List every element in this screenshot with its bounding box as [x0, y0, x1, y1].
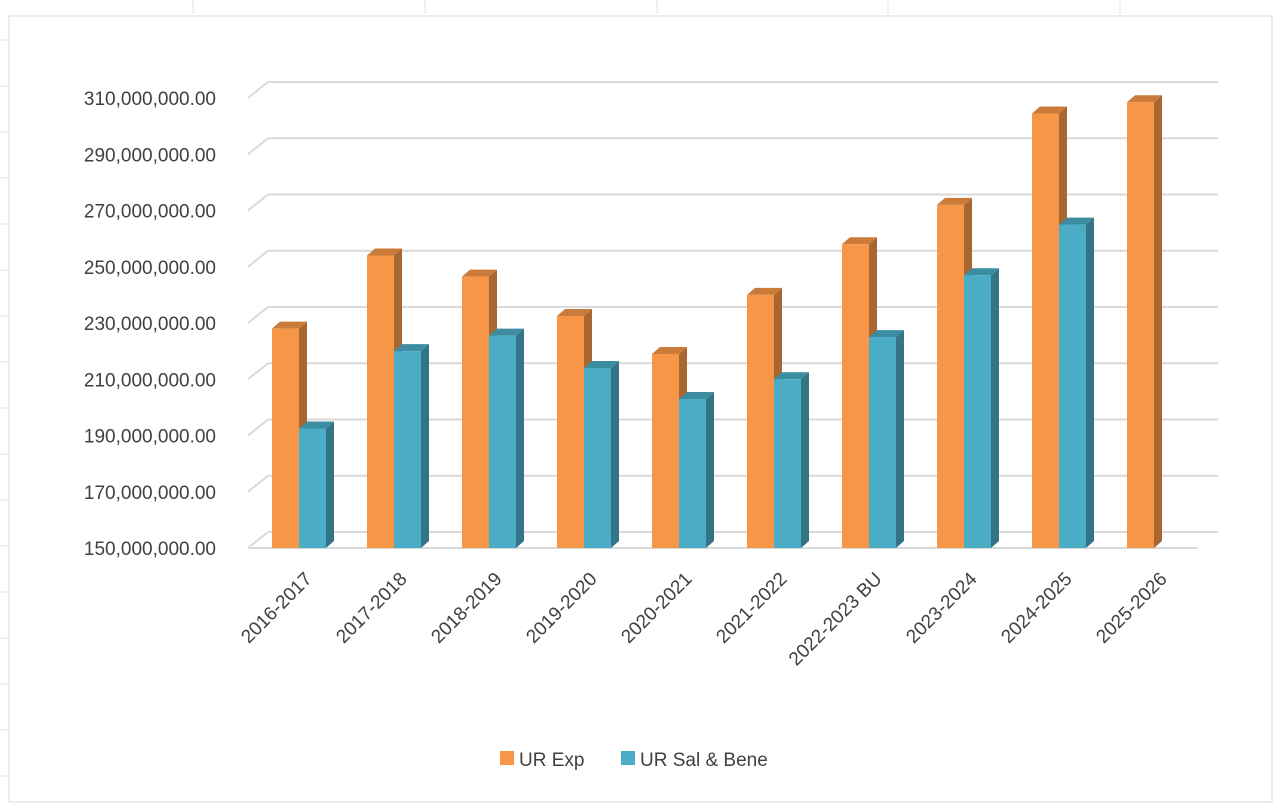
bar-side: [611, 361, 619, 548]
y-tick-label: 190,000,000.00: [84, 427, 216, 448]
legend-swatch: [621, 751, 635, 765]
bar-top: [652, 346, 687, 354]
bar-top: [1032, 106, 1067, 114]
bar-ur-sal-bene: [299, 421, 334, 548]
bar-side: [706, 391, 714, 548]
bar-ur-sal-bene: [394, 344, 429, 548]
bar-top: [1127, 95, 1162, 103]
gridline-depth: [247, 193, 269, 212]
spreadsheet-gridlines: [0, 0, 1121, 777]
bar-side: [991, 268, 999, 548]
bar-ur-sal-bene: [584, 361, 619, 548]
bar-side: [1086, 217, 1094, 548]
bar-front: [937, 204, 964, 548]
bar-top: [842, 237, 877, 245]
gridline-depth: [247, 306, 269, 324]
bar-front: [842, 244, 869, 548]
y-tick-label: 270,000,000.00: [84, 202, 216, 223]
bars: [272, 95, 1162, 548]
bar-ur-exp: [1127, 95, 1162, 548]
bar-ur-sal-bene: [964, 268, 999, 548]
bar-front: [1127, 102, 1154, 548]
gridline-depth: [247, 362, 269, 381]
bar-top: [272, 321, 307, 329]
bar-front: [869, 337, 896, 548]
bar-top: [557, 308, 592, 316]
bar-top: [964, 268, 999, 276]
gridline-depth: [247, 531, 269, 549]
y-tick-label: 250,000,000.00: [84, 258, 216, 279]
bar-side: [516, 328, 524, 548]
bar-top: [869, 330, 904, 338]
y-tick-label: 310,000,000.00: [84, 89, 216, 110]
bar-ur-sal-bene: [1059, 217, 1094, 548]
y-tick-label: 290,000,000.00: [84, 145, 216, 166]
bar-ur-sal-bene: [489, 328, 524, 548]
legend: UR Exp UR Sal & Bene: [500, 750, 768, 771]
legend-label: UR Exp: [519, 750, 584, 771]
bar-top: [489, 328, 524, 336]
bar-ur-sal-bene: [679, 391, 714, 548]
bar-side: [421, 344, 429, 548]
bar-top: [394, 344, 429, 352]
gridline-depth: [247, 249, 269, 268]
bar-front: [774, 379, 801, 548]
legend-label: UR Sal & Bene: [640, 750, 768, 771]
bar-ur-sal-bene: [774, 372, 809, 548]
bar-front: [367, 255, 394, 548]
bar-front: [679, 398, 706, 548]
y-tick-label: 230,000,000.00: [84, 314, 216, 335]
bar-front: [747, 294, 774, 548]
bar-front: [652, 353, 679, 548]
gridline-depth: [247, 474, 269, 493]
chart-border: [8, 15, 1273, 803]
bar-top: [367, 248, 402, 256]
bar-front: [1059, 224, 1086, 548]
gridline-depth: [247, 418, 269, 437]
bar-front: [462, 276, 489, 548]
bar-top: [462, 269, 497, 277]
y-tick-label: 150,000,000.00: [84, 539, 216, 560]
legend-swatch: [500, 751, 514, 765]
bar-side: [326, 421, 334, 548]
bar-top: [937, 197, 972, 205]
bar-top: [774, 372, 809, 380]
bar-front: [489, 335, 516, 548]
gridline-depth: [247, 137, 269, 156]
bar-front: [272, 328, 299, 548]
bar-front: [1032, 113, 1059, 548]
bar-front: [299, 428, 326, 548]
y-tick-label: 170,000,000.00: [84, 483, 216, 504]
bar-front: [964, 275, 991, 548]
gridline-depth: [247, 81, 269, 99]
bar-front: [394, 351, 421, 548]
bar-side: [1154, 95, 1162, 548]
bar-top: [299, 421, 334, 429]
y-axis-tick-labels: 150,000,000.00 170,000,000.00 190,000,000.…: [84, 89, 216, 560]
bar-side: [896, 330, 904, 548]
y-tick-label: 210,000,000.00: [84, 370, 216, 391]
bar-side: [801, 372, 809, 548]
bar-ur-sal-bene: [869, 330, 904, 548]
bar-front: [557, 315, 584, 548]
bar-front: [584, 368, 611, 548]
bar-top: [679, 391, 714, 399]
bar-top: [1059, 217, 1094, 225]
bar-top: [584, 361, 619, 368]
bar-top: [747, 287, 782, 295]
